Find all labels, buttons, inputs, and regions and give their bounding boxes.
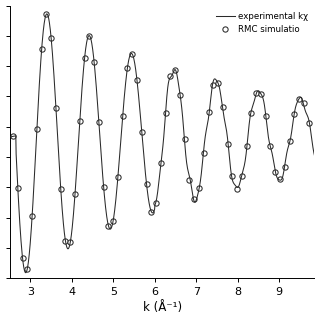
experimental kχ xyxy=(246,134,250,138)
Line: experimental kχ: experimental kχ xyxy=(10,14,315,273)
X-axis label: k (Å⁻¹): k (Å⁻¹) xyxy=(142,301,182,315)
experimental kχ xyxy=(252,102,255,106)
experimental kχ xyxy=(45,12,49,16)
Legend: experimental kχ, RMC simulatio: experimental kχ, RMC simulatio xyxy=(214,10,310,36)
Line: RMC simulatio: RMC simulatio xyxy=(11,12,311,271)
experimental kχ xyxy=(132,56,135,60)
RMC simulatio xyxy=(44,12,48,16)
RMC simulatio xyxy=(111,219,115,223)
RMC simulatio xyxy=(307,121,311,124)
RMC simulatio xyxy=(102,185,106,189)
experimental kχ xyxy=(313,154,316,157)
experimental kχ xyxy=(143,162,147,166)
experimental kχ xyxy=(24,271,28,275)
experimental kχ xyxy=(8,135,12,139)
experimental kχ xyxy=(39,54,43,58)
RMC simulatio xyxy=(159,162,163,165)
RMC simulatio xyxy=(168,75,172,78)
RMC simulatio xyxy=(25,267,29,270)
RMC simulatio xyxy=(302,101,306,105)
RMC simulatio xyxy=(11,134,15,138)
experimental kχ xyxy=(218,86,221,90)
RMC simulatio xyxy=(226,142,229,146)
